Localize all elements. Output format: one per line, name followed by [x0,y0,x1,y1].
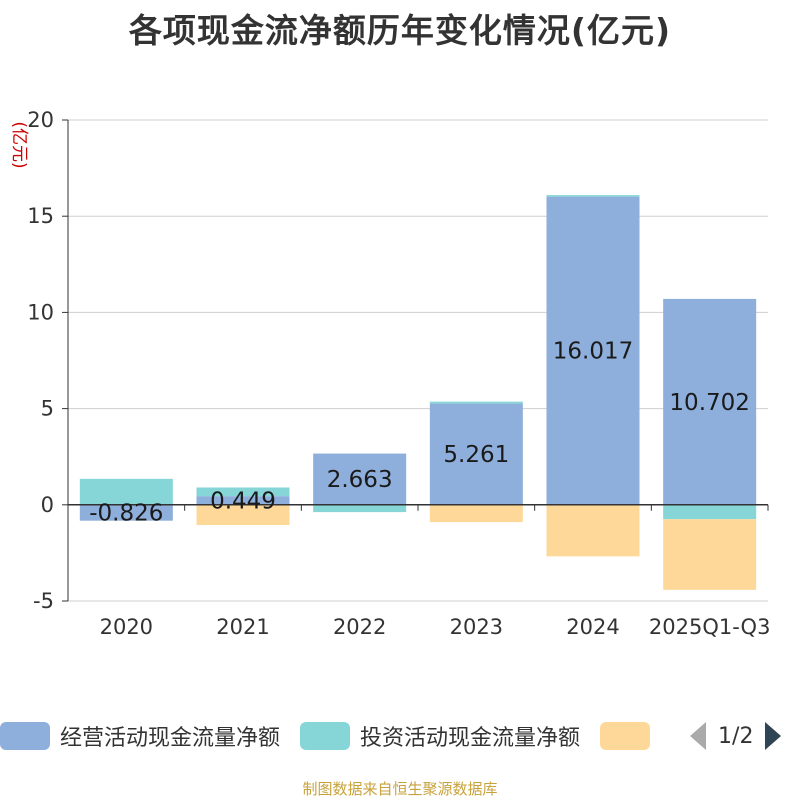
bar-investing[interactable] [663,504,757,520]
data-label: -0.826 [89,501,163,527]
legend-page-indicator: 1/2 [718,723,754,749]
y-axis-label: (亿元) [9,121,29,168]
chart-plot: -5 0 5 10 15 20(亿元) 2020 2021 2022 2023 2024 2025Q1… [9,108,771,639]
legend-item-investing[interactable]: 投资活动现金流量净额 [300,720,580,752]
chart-title: 各项现金流净额历年变化情况(亿元) [128,11,672,50]
bar-investing[interactable] [429,401,523,404]
bar-investing[interactable] [546,195,640,197]
bar-investing[interactable] [196,487,290,497]
bar-financing[interactable] [196,504,290,526]
x-tick-label: 2020 [100,615,153,639]
y-tick-label: 10 [27,300,54,324]
bar-financing[interactable] [546,504,640,557]
y-tick-label: 15 [27,204,54,228]
chevron-right-icon[interactable] [765,722,782,750]
x-tick-label: 2025Q1-Q3 [649,615,771,639]
bar-operating[interactable] [546,196,640,505]
legend-item-operating[interactable]: 经营活动现金流量净额 [0,720,280,752]
y-tick-label: -5 [33,589,54,613]
bar-operating[interactable] [79,504,173,521]
x-tick-label: 2023 [450,615,503,639]
bar-financing[interactable] [663,519,757,590]
data-label: 0.449 [210,488,276,514]
y-tick-label: 20 [27,108,54,132]
data-label: 16.017 [553,339,633,365]
legend-swatch-investing [300,722,351,750]
y-tick-label: 0 [41,493,54,517]
data-label: 2.663 [327,467,393,493]
x-tick-label: 2024 [566,615,619,639]
chevron-left-icon[interactable] [690,722,707,750]
legend-swatch-financing [600,722,651,750]
data-label: 10.702 [669,390,749,416]
bar-operating[interactable] [313,453,407,505]
bar-investing[interactable] [79,478,173,505]
bar-operating[interactable] [429,403,523,505]
data-source-note: 制图数据来自恒生聚源数据库 [302,780,498,798]
y-tick-label: 5 [41,397,54,421]
legend: 经营活动现金流量净额 投资活动现金流量净额 1/2 [0,716,800,756]
legend-swatch-operating [0,722,50,750]
x-tick-label: 2022 [333,615,386,639]
data-label: 5.261 [443,442,509,468]
legend-item-financing[interactable] [600,722,660,750]
bar-operating[interactable] [663,298,757,505]
x-tick-label: 2021 [216,615,269,639]
bar-investing[interactable] [313,504,407,513]
legend-label-investing: 投资活动现金流量净额 [360,726,581,751]
legend-pager: 1/2 [690,722,782,750]
bar-operating[interactable] [196,496,290,505]
bar-financing[interactable] [429,504,523,523]
legend-label-operating: 经营活动现金流量净额 [60,726,281,751]
